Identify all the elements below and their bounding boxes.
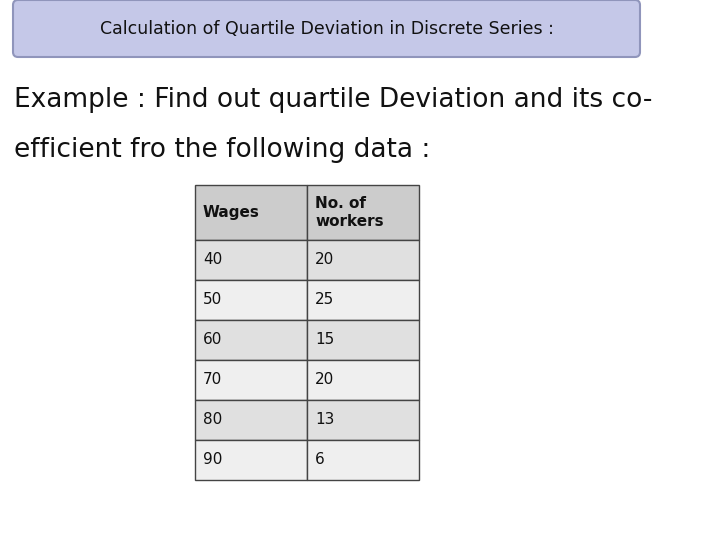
Text: Wages: Wages <box>203 205 260 220</box>
Text: 15: 15 <box>315 333 334 348</box>
Text: 6: 6 <box>315 453 325 468</box>
Text: 80: 80 <box>203 413 222 428</box>
Bar <box>307 440 419 480</box>
Text: 50: 50 <box>203 293 222 307</box>
Text: 20: 20 <box>315 253 334 267</box>
Bar <box>307 320 419 360</box>
Bar <box>195 440 307 480</box>
Bar <box>195 320 307 360</box>
Bar <box>307 360 419 400</box>
Bar <box>307 400 419 440</box>
Bar <box>195 185 307 240</box>
Text: 25: 25 <box>315 293 334 307</box>
Text: Example : Find out quartile Deviation and its co-: Example : Find out quartile Deviation an… <box>14 87 652 113</box>
Bar <box>195 400 307 440</box>
Bar <box>195 240 307 280</box>
Text: 13: 13 <box>315 413 334 428</box>
Bar <box>307 240 419 280</box>
Bar <box>307 280 419 320</box>
Text: efficient fro the following data :: efficient fro the following data : <box>14 137 431 163</box>
Text: Calculation of Quartile Deviation in Discrete Series :: Calculation of Quartile Deviation in Dis… <box>99 19 554 37</box>
Bar <box>195 360 307 400</box>
Bar <box>195 280 307 320</box>
Text: No. of
workers: No. of workers <box>315 197 384 229</box>
Text: 60: 60 <box>203 333 222 348</box>
Text: 20: 20 <box>315 373 334 388</box>
Bar <box>307 185 419 240</box>
FancyBboxPatch shape <box>13 0 640 57</box>
Text: 90: 90 <box>203 453 222 468</box>
Text: 70: 70 <box>203 373 222 388</box>
Text: 40: 40 <box>203 253 222 267</box>
